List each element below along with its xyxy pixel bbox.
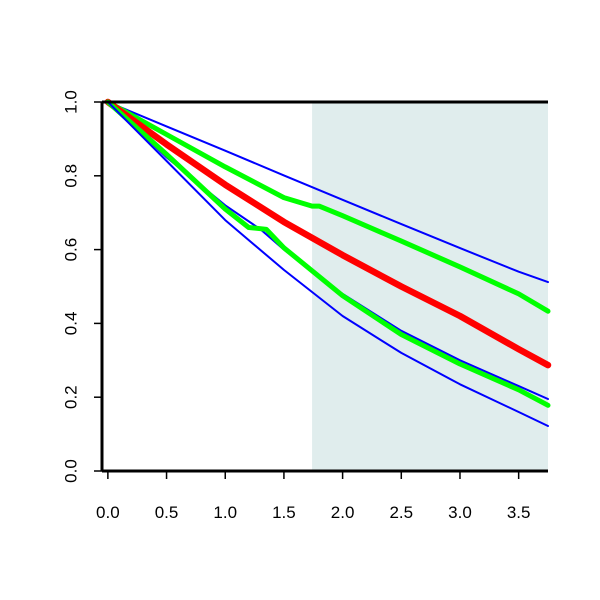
x-tick-label: 3.0 xyxy=(448,503,472,522)
x-tick-label: 2.0 xyxy=(331,503,355,522)
x-tick-label: 1.0 xyxy=(213,503,237,522)
y-tick-label: 1.0 xyxy=(61,90,80,114)
y-tick-label: 0.0 xyxy=(61,459,80,483)
y-tick-label: 0.8 xyxy=(61,164,80,188)
series-line-3 xyxy=(104,98,552,369)
y-tick-label: 0.4 xyxy=(61,312,80,336)
ticks-layer: 0.0 0.5 1.0 1.5 2.0 2.5 3.0 3.5 0.0 0.2 0.4 0.6 0.8 1… xyxy=(61,90,530,522)
y-tick-label: 0.2 xyxy=(61,385,80,409)
axes-layer xyxy=(100,100,548,473)
series-line-1 xyxy=(106,101,549,284)
shaded-region xyxy=(312,102,548,471)
x-tick-label: 3.5 xyxy=(507,503,531,522)
series-lines-layer xyxy=(104,98,552,427)
x-tick-label: 0.0 xyxy=(96,503,120,522)
x-tick-label: 2.5 xyxy=(389,503,413,522)
y-tick-label: 0.6 xyxy=(61,238,80,262)
series-line-6 xyxy=(106,101,549,427)
shaded-region-layer xyxy=(312,102,548,471)
x-tick-label: 1.5 xyxy=(272,503,296,522)
series-line-2 xyxy=(105,99,551,314)
series-line-5 xyxy=(105,99,551,408)
x-tick-label: 0.5 xyxy=(155,503,179,522)
